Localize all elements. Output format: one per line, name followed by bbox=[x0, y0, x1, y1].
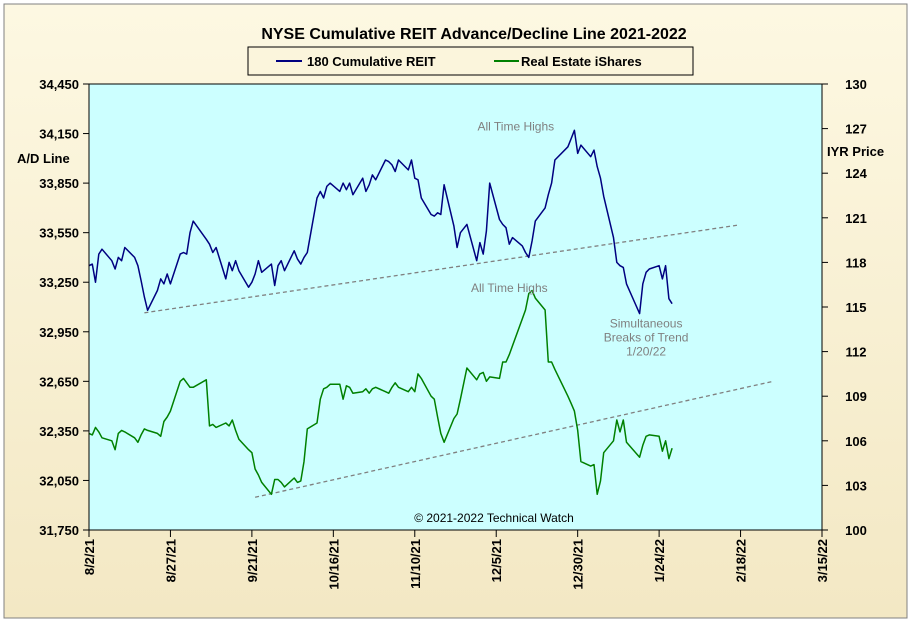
x-tick-label: 12/5/21 bbox=[489, 539, 504, 582]
x-tick-label: 10/16/21 bbox=[326, 539, 341, 590]
y-left-tick-label: 33,550 bbox=[39, 226, 79, 241]
trendline-2 bbox=[254, 380, 774, 498]
legend-box bbox=[247, 46, 694, 76]
y-left-tick-label: 33,250 bbox=[39, 275, 79, 290]
y-right-tick-label: 118 bbox=[846, 255, 867, 270]
x-tick-label: 8/27/21 bbox=[163, 539, 178, 582]
y-axis-right-label: IYR Price bbox=[827, 144, 884, 159]
series-line-1 bbox=[88, 129, 673, 315]
y-right-tick-label: 100 bbox=[845, 523, 867, 538]
y-left-tick-label: 34,150 bbox=[39, 127, 79, 142]
annotation-5: 1/20/22 bbox=[626, 345, 666, 359]
x-tick-label: 1/24/22 bbox=[652, 539, 667, 582]
y-right-tick-label: 115 bbox=[846, 300, 867, 315]
y-right-tick-label: 112 bbox=[846, 345, 867, 360]
annotations: All Time Highs All Time Highs Simultaneous… bbox=[471, 119, 689, 358]
y-axis-right: 100 103 106 109 112 115 118 121 124 127 130 bbox=[821, 77, 868, 538]
y-right-tick-label: 130 bbox=[845, 77, 867, 92]
y-right-tick-label: 127 bbox=[845, 122, 867, 137]
y-left-tick-label: 31,750 bbox=[39, 523, 79, 538]
annotation-1: All Time Highs bbox=[477, 119, 554, 133]
y-left-tick-label: 32,050 bbox=[39, 473, 79, 488]
y-axis-left-label: A/D Line bbox=[17, 151, 70, 166]
series-layer bbox=[88, 129, 673, 496]
copyright-label: © 2021-2022 Technical Watch bbox=[414, 511, 574, 525]
annotation-2: All Time Highs bbox=[471, 281, 548, 295]
x-tick-label: 9/21/21 bbox=[245, 539, 260, 582]
y-right-tick-label: 103 bbox=[845, 478, 867, 493]
x-tick-label: 8/2/21 bbox=[82, 539, 97, 575]
x-axis: 8/2/21 8/27/21 9/21/21 10/16/21 11/10/21 12/5… bbox=[82, 530, 830, 590]
x-tick-label: 2/18/22 bbox=[734, 539, 749, 582]
legend-label-series-1: 180 Cumulative REIT bbox=[307, 54, 436, 69]
y-axis-left: 31,750 32,050 32,350 32,650 32,950 33,250 33,5… bbox=[39, 77, 90, 538]
annotation-4: Breaks of Trend bbox=[604, 331, 689, 345]
trendlines bbox=[144, 224, 774, 498]
annotation-3: Simultaneous bbox=[610, 317, 683, 331]
y-left-tick-label: 34,450 bbox=[39, 77, 79, 92]
series-line-2 bbox=[88, 289, 673, 496]
x-tick-label: 11/10/21 bbox=[408, 539, 423, 589]
chart-title: NYSE Cumulative REIT Advance/Decline Lin… bbox=[261, 26, 686, 43]
legend-label-series-2: Real Estate iShares bbox=[521, 54, 642, 69]
x-tick-label: 3/15/22 bbox=[815, 539, 830, 582]
y-right-tick-label: 121 bbox=[845, 211, 867, 226]
y-left-tick-label: 33,850 bbox=[39, 176, 79, 191]
y-left-tick-label: 32,650 bbox=[39, 374, 79, 389]
legend: 180 Cumulative REIT Real Estate iShares bbox=[247, 46, 694, 76]
y-left-tick-label: 32,950 bbox=[39, 325, 79, 340]
x-tick-label: 12/30/21 bbox=[571, 539, 586, 590]
y-right-tick-label: 124 bbox=[845, 166, 867, 181]
y-left-tick-label: 32,350 bbox=[39, 424, 79, 439]
y-right-tick-label: 109 bbox=[845, 389, 867, 404]
y-right-tick-label: 106 bbox=[845, 434, 867, 449]
trendline-1 bbox=[144, 224, 738, 314]
plot-area bbox=[88, 83, 823, 531]
